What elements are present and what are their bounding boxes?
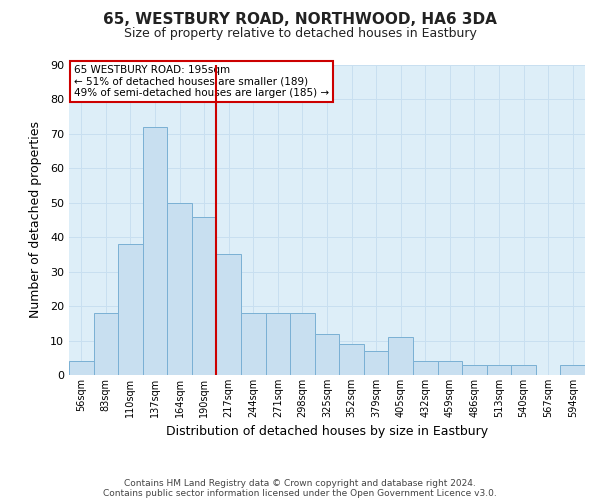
Bar — [94, 313, 118, 375]
Text: 65, WESTBURY ROAD, NORTHWOOD, HA6 3DA: 65, WESTBURY ROAD, NORTHWOOD, HA6 3DA — [103, 12, 497, 28]
Bar — [487, 364, 511, 375]
Bar — [437, 361, 462, 375]
Text: 65 WESTBURY ROAD: 195sqm
← 51% of detached houses are smaller (189)
49% of semi-: 65 WESTBURY ROAD: 195sqm ← 51% of detach… — [74, 65, 329, 98]
Bar — [388, 337, 413, 375]
Text: Contains HM Land Registry data © Crown copyright and database right 2024.: Contains HM Land Registry data © Crown c… — [124, 478, 476, 488]
Bar — [462, 364, 487, 375]
Bar — [192, 216, 217, 375]
Bar — [143, 127, 167, 375]
Bar — [241, 313, 266, 375]
X-axis label: Distribution of detached houses by size in Eastbury: Distribution of detached houses by size … — [166, 426, 488, 438]
Text: Contains public sector information licensed under the Open Government Licence v3: Contains public sector information licen… — [103, 488, 497, 498]
Text: Size of property relative to detached houses in Eastbury: Size of property relative to detached ho… — [124, 28, 476, 40]
Y-axis label: Number of detached properties: Number of detached properties — [29, 122, 41, 318]
Bar — [290, 313, 315, 375]
Bar — [266, 313, 290, 375]
Bar — [511, 364, 536, 375]
Bar — [560, 364, 585, 375]
Bar — [364, 351, 388, 375]
Bar — [315, 334, 339, 375]
Bar — [167, 203, 192, 375]
Bar — [217, 254, 241, 375]
Bar — [339, 344, 364, 375]
Bar — [118, 244, 143, 375]
Bar — [69, 361, 94, 375]
Bar — [413, 361, 437, 375]
